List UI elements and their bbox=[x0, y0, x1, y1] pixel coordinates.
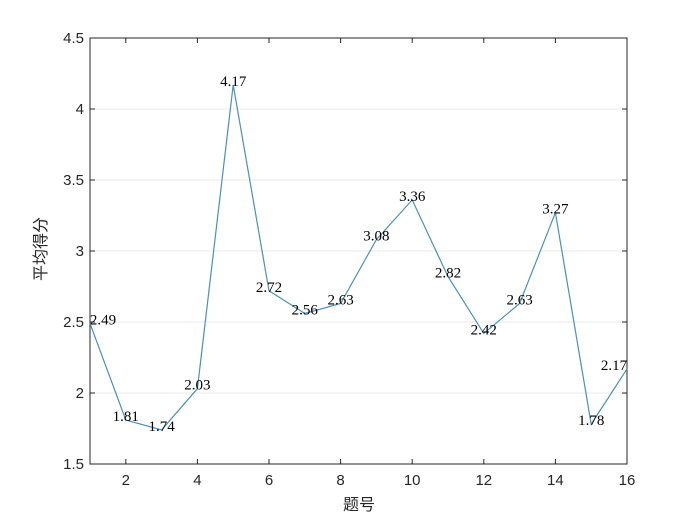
axis-ticks: 1.5 2 2.5 3 3.5 4 4.5 2 4 6 8 10 12 14 16 bbox=[63, 30, 635, 489]
y-tick-label: 4.5 bbox=[63, 30, 84, 47]
series-line-group bbox=[89, 84, 628, 431]
data-labels: 2.49 1.81 1.74 2.03 4.17 2.72 2.56 2.63 3.08 3.36… bbox=[90, 74, 628, 435]
data-label: 2.17 bbox=[601, 358, 628, 374]
data-label: 1.81 bbox=[113, 409, 139, 425]
grid-lines bbox=[90, 108, 627, 394]
x-tick-label: 14 bbox=[547, 472, 564, 489]
data-label: 2.82 bbox=[435, 266, 461, 282]
y-axis-label: 平均得分 bbox=[31, 217, 50, 281]
data-label: 4.17 bbox=[220, 74, 247, 90]
series-line bbox=[89, 84, 628, 431]
x-tick-label: 6 bbox=[265, 472, 273, 489]
y-tick-label: 3 bbox=[76, 243, 84, 260]
x-tick-label: 4 bbox=[193, 472, 201, 489]
data-label: 2.63 bbox=[327, 293, 353, 309]
y-tick-label: 2.5 bbox=[63, 314, 84, 331]
x-tick-label: 2 bbox=[122, 472, 130, 489]
y-tick-label: 1.5 bbox=[63, 456, 84, 473]
y-tick-label: 2 bbox=[76, 385, 84, 402]
x-tick-label: 10 bbox=[404, 472, 421, 489]
data-label: 2.42 bbox=[471, 322, 497, 338]
data-label: 3.27 bbox=[542, 202, 569, 218]
data-label: 2.03 bbox=[184, 378, 210, 394]
x-tick-label: 8 bbox=[336, 472, 344, 489]
data-label: 2.72 bbox=[256, 280, 282, 296]
data-label: 3.36 bbox=[399, 189, 426, 205]
x-tick-label: 16 bbox=[619, 472, 636, 489]
y-tick-label: 4 bbox=[76, 101, 84, 118]
data-label: 1.78 bbox=[578, 413, 604, 429]
data-label: 2.63 bbox=[506, 293, 532, 309]
x-tick-label: 12 bbox=[475, 472, 492, 489]
data-label: 2.49 bbox=[90, 312, 116, 328]
x-axis-label: 题号 bbox=[343, 495, 375, 514]
data-label: 2.56 bbox=[292, 302, 319, 318]
data-label: 1.74 bbox=[148, 419, 175, 435]
data-label: 3.08 bbox=[363, 229, 389, 245]
y-tick-label: 3.5 bbox=[63, 172, 84, 189]
